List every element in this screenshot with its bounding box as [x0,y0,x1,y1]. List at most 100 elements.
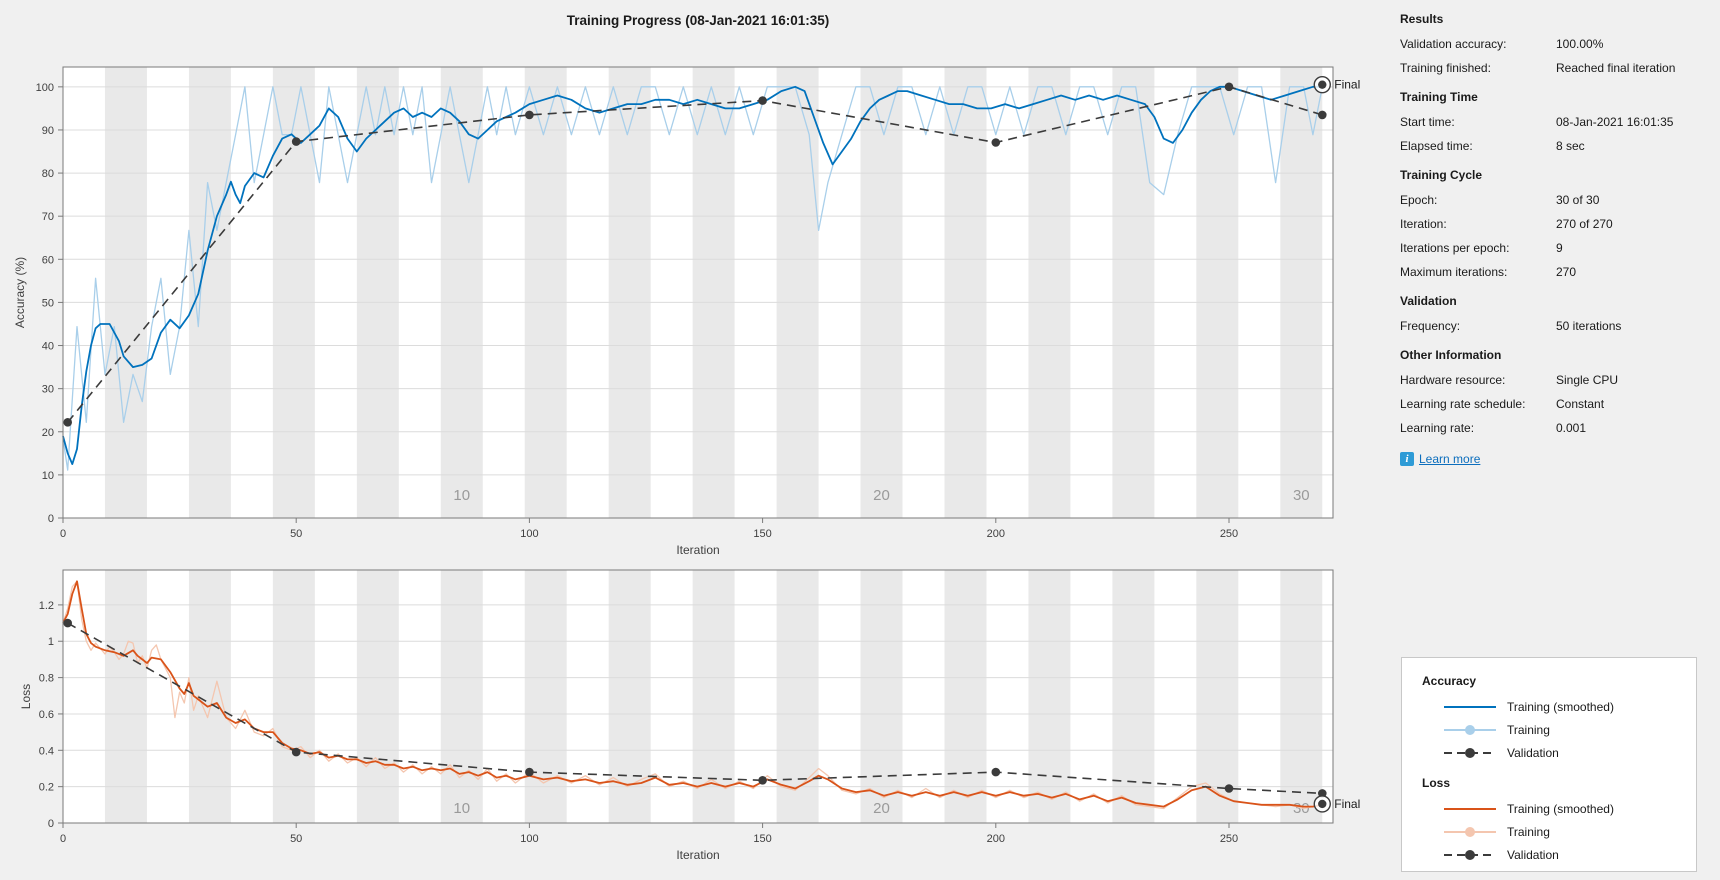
legend-group-title: Accuracy [1422,674,1477,688]
y-tick-label: 20 [42,427,54,439]
info-panel: Results Validation accuracy: 100.00% Tra… [1400,12,1712,466]
y-tick-label: 50 [42,297,54,309]
info-row: Start time: 08-Jan-2021 16:01:35 [1400,115,1712,129]
info-label: Elapsed time: [1400,139,1473,153]
epoch-stripe [608,67,651,518]
final-label: Final [1334,78,1360,92]
info-value: 08-Jan-2021 16:01:35 [1556,115,1674,129]
section-header: Results [1400,12,1444,26]
section-header: Validation [1400,294,1457,308]
validation-marker [1318,110,1327,120]
epoch-stripe [1112,67,1155,518]
epoch-stripe [1196,67,1239,518]
learn-more-link[interactable]: Learn more [1419,452,1481,466]
info-label: Iterations per epoch: [1400,241,1510,255]
legend-entry-label: Validation [1507,745,1559,760]
info-value: Constant [1556,397,1605,411]
info-row: Hardware resource: Single CPU [1400,373,1712,387]
info-label: Iteration: [1400,217,1447,231]
epoch-number-label: 10 [453,487,470,504]
epoch-stripe [272,570,315,823]
y-tick-label: 0.2 [39,782,54,794]
x-tick-label: 0 [60,528,66,540]
x-axis-label: Iteration [676,848,719,862]
x-tick-label: 200 [987,833,1005,845]
line-sample-icon [1442,848,1498,862]
line-sample-icon [1442,802,1498,816]
info-row: Training finished: Reached final iterati… [1400,61,1712,75]
info-row: Iterations per epoch: 9 [1400,241,1712,255]
epoch-stripe [944,67,987,518]
y-tick-label: 70 [42,211,54,223]
info-label: Epoch: [1400,193,1438,207]
info-value: 50 iterations [1556,319,1622,333]
x-tick-label: 200 [987,528,1005,540]
epoch-stripe [356,570,399,823]
line-sample-icon [1442,746,1498,760]
info-row: Epoch: 30 of 30 [1400,193,1712,207]
info-value: 270 [1556,265,1577,279]
epoch-stripe [1112,570,1155,823]
info-value: 8 sec [1556,139,1585,153]
epoch-stripe [356,67,399,518]
section-validation: Validation Frequency: 50 iterations [1400,294,1712,333]
epoch-stripe [944,570,987,823]
epoch-stripe [104,67,147,518]
y-tick-label: 80 [42,168,54,180]
info-row: Learning rate: 0.001 [1400,421,1712,435]
validation-marker [63,618,72,628]
info-value: 30 of 30 [1556,193,1600,207]
x-tick-label: 50 [290,833,302,845]
epoch-stripe [1028,570,1071,823]
validation-marker [991,767,1001,777]
epoch-stripe [104,570,147,823]
legend: Accuracy Training (smoothed) Training Va… [1401,657,1697,872]
info-label: Learning rate: [1400,421,1475,435]
y-tick-label: 90 [42,125,54,137]
legend-entry-label: Training [1507,722,1550,737]
section-training-time: Training Time Start time: 08-Jan-2021 16… [1400,90,1712,153]
info-label: Learning rate schedule: [1400,397,1526,411]
info-row: Frequency: 50 iterations [1400,319,1712,333]
accuracy-chart: 10 20 30 Final 0 50 100 150 200 250 0 10 20 30 40 50 60 7… [0,55,1400,560]
y-tick-label: 60 [42,254,54,266]
legend-group-accuracy: Accuracy Training (smoothed) Training Va… [1422,674,1696,764]
section-header: Other Information [1400,348,1502,362]
x-tick-label: 150 [753,528,771,540]
info-row: Learning rate schedule: Constant [1400,397,1712,411]
x-tick-label: 250 [1220,833,1238,845]
legend-group-loss: Loss Training (smoothed) Training Valida… [1422,776,1696,866]
epoch-stripe [776,67,819,518]
epoch-stripe [440,67,483,518]
legend-entry-label: Training [1507,824,1550,839]
epoch-number-label: 10 [453,800,470,817]
epoch-number-label: 20 [873,487,890,504]
y-tick-label: 100 [36,82,54,94]
validation-marker [525,110,534,120]
validation-marker [291,137,301,146]
final-marker-dot [1318,80,1327,89]
series-training [62,86,1323,471]
legend-entry-label: Training (smoothed) [1507,801,1614,816]
info-icon: i [1400,452,1414,466]
validation-marker [991,138,1001,147]
epoch-stripe [608,570,651,823]
info-value: Single CPU [1556,373,1619,387]
info-label: Start time: [1400,115,1455,129]
section-results: Results Validation accuracy: 100.00% Tra… [1400,12,1712,75]
info-label: Hardware resource: [1400,373,1506,387]
validation-marker [1224,82,1234,92]
info-label: Training finished: [1400,61,1491,75]
epoch-stripe [1280,570,1323,823]
epoch-stripe [524,67,567,518]
epoch-stripe [1280,67,1323,518]
section-training-cycle: Training Cycle Epoch: 30 of 30 Iteration… [1400,168,1712,279]
epoch-stripe [1028,67,1071,518]
legend-entry: Training [1442,718,1696,741]
y-tick-label: 0 [48,513,54,525]
epoch-number-label: 30 [1293,487,1310,504]
epoch-stripe [440,570,483,823]
info-value: 0.001 [1556,421,1587,435]
y-tick-label: 0.6 [39,709,54,721]
